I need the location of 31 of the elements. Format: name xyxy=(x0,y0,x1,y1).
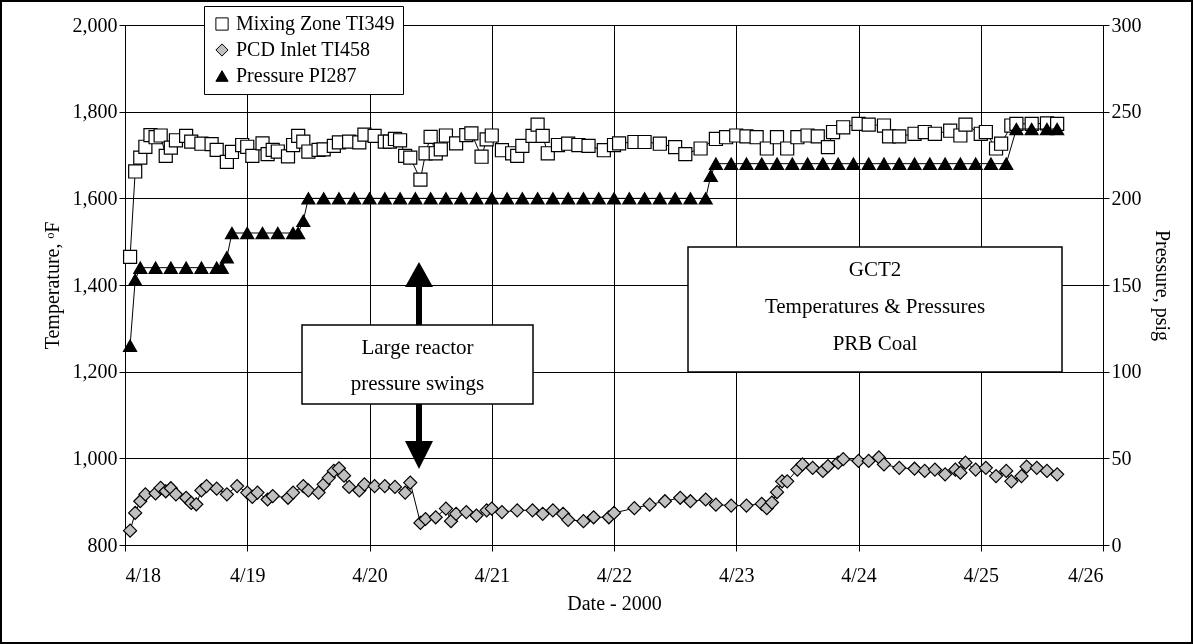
x-tick-label: 4/24 xyxy=(841,563,877,586)
y2-tick-label: 300 xyxy=(1111,13,1142,36)
y2-tick-label: 0 xyxy=(1111,533,1122,556)
annotation: Large reactor pressure swings xyxy=(350,335,485,395)
x-tick-label: 4/22 xyxy=(596,563,633,586)
x-tick-label: 4/21 xyxy=(474,563,511,586)
y-tick-label: 1,000 xyxy=(72,446,118,469)
x-tick-label: 4/19 xyxy=(229,563,266,586)
y-tick-label: 800 xyxy=(87,533,118,556)
y-tick-label: 2,000 xyxy=(72,13,118,36)
text: GCT2 Temperatures & Pressures PRB Coal xyxy=(764,257,986,355)
y2-tick-label: 150 xyxy=(1111,273,1142,296)
x-tick-label: 4/23 xyxy=(718,563,755,586)
y-tick-label: 1,800 xyxy=(72,100,118,123)
legend-label: PCD Inlet TI458 xyxy=(236,38,371,60)
y-tick-label: 1,600 xyxy=(72,186,118,209)
y2-tick-label: 50 xyxy=(1111,446,1132,469)
y-tick-label: 1,400 xyxy=(72,273,118,296)
y2-axis-title: Pressure, psig xyxy=(1150,229,1174,342)
x-tick-label: 4/18 xyxy=(125,563,162,586)
x-tick-label: 4/25 xyxy=(963,563,1000,586)
y2-tick-label: 200 xyxy=(1111,186,1142,209)
y-axis-title: Temperature, ᵒF xyxy=(40,221,64,350)
x-tick-label: 4/26 xyxy=(1067,563,1104,586)
legend-label: Pressure PI287 xyxy=(236,64,357,86)
y2-tick-label: 250 xyxy=(1111,100,1142,123)
x-tick-label: 4/20 xyxy=(352,563,388,586)
y2-tick-label: 100 xyxy=(1111,360,1142,383)
legend-label: Mixing Zone TI349 xyxy=(236,12,395,35)
y-tick-label: 1,200 xyxy=(72,360,118,383)
x-axis-title: Date - 2000 xyxy=(567,591,662,614)
